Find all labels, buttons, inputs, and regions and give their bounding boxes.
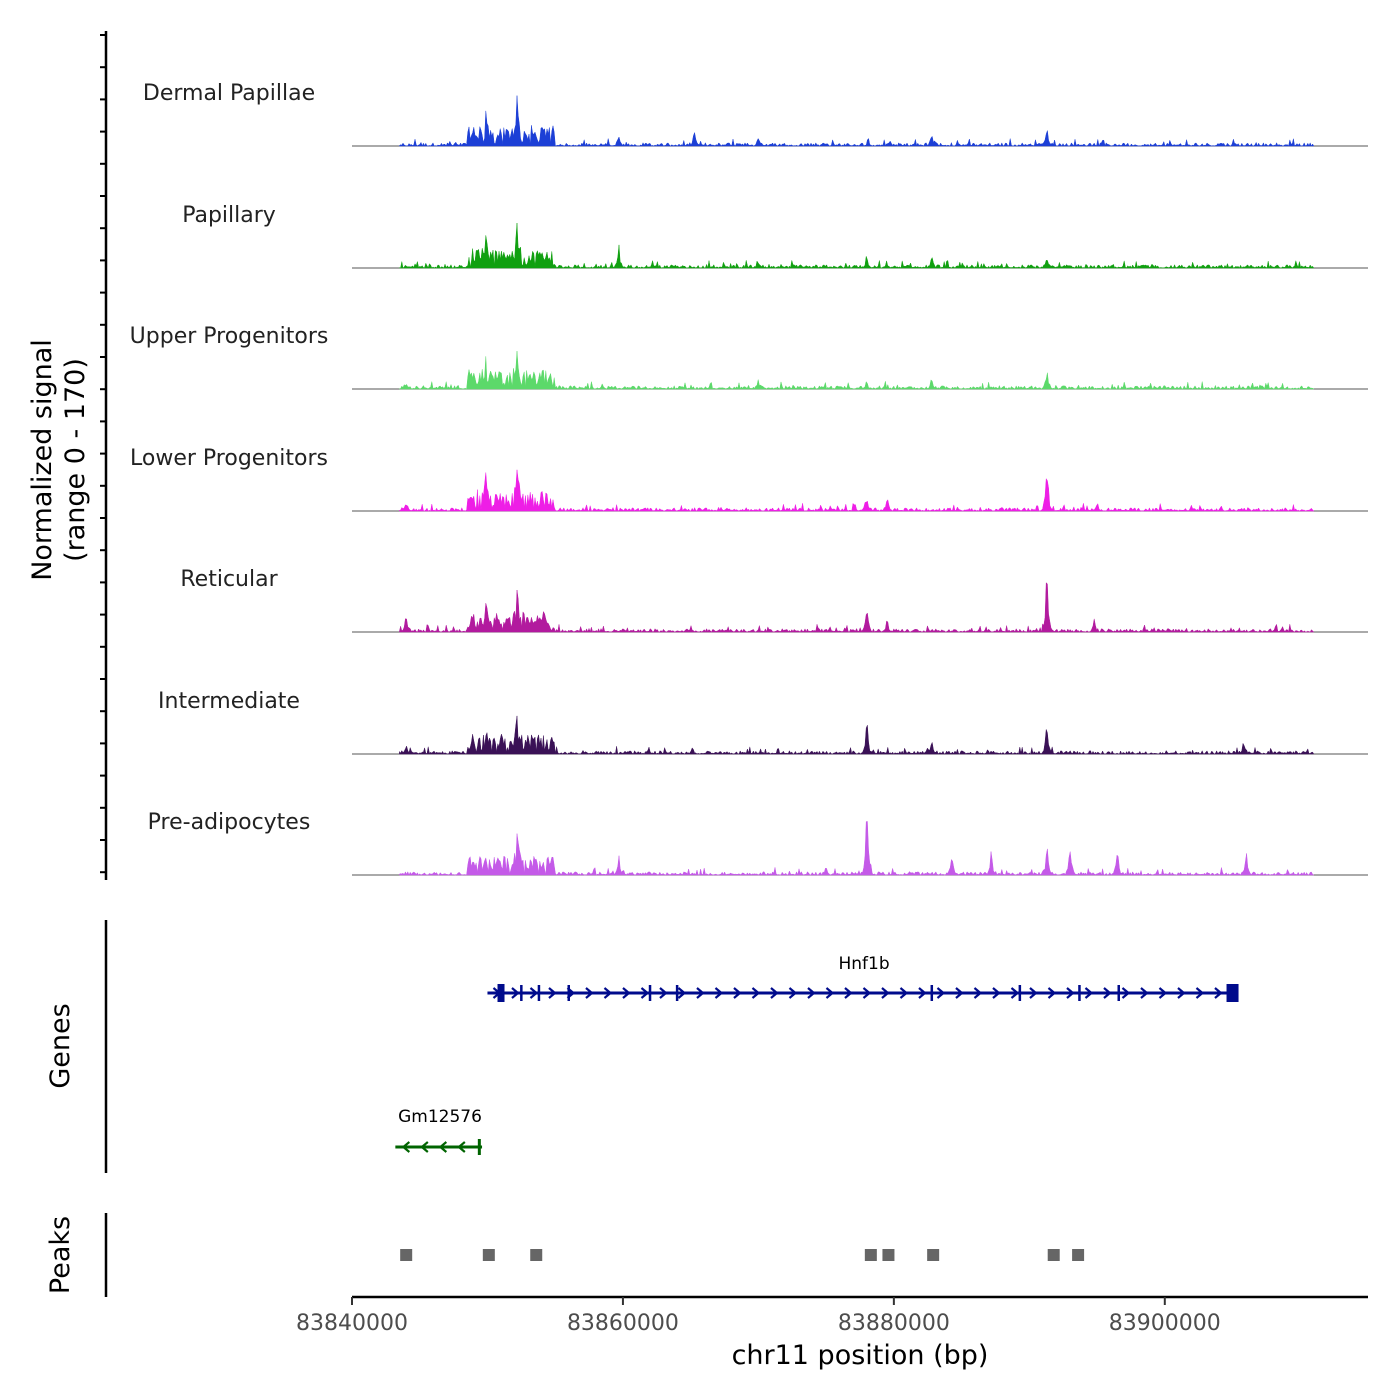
strand-arrow	[1066, 987, 1075, 999]
strand-arrow	[457, 1141, 466, 1153]
peak-mark	[400, 1249, 413, 1261]
signal-area-papillary	[399, 222, 1315, 269]
strand-arrow	[1029, 987, 1038, 999]
strand-arrow	[548, 987, 557, 999]
strand-arrow	[992, 987, 1001, 999]
strand-arrow	[603, 987, 613, 999]
genes-track-label: Genes	[45, 1003, 76, 1088]
strand-arrow	[1103, 987, 1112, 999]
exon	[930, 985, 934, 1001]
y-axis-range: (range 0 - 170)	[60, 358, 91, 562]
gene-name-label: Gm12576	[398, 1107, 482, 1127]
signal-area-intermediate	[399, 715, 1315, 755]
x-axis-title: chr11 position (bp)	[732, 1340, 989, 1371]
strand-arrow	[862, 987, 872, 999]
strand-arrow	[529, 987, 539, 999]
exon	[1226, 984, 1239, 1002]
peak-mark	[1072, 1249, 1085, 1261]
exon	[497, 984, 505, 1002]
track-label: Upper Progenitors	[130, 324, 329, 349]
gene-name-label: Hnf1b	[838, 954, 889, 974]
track-label: Intermediate	[158, 689, 300, 714]
signal-area-upper-progenitors	[399, 351, 1315, 390]
strand-arrow	[844, 987, 853, 999]
strand-arrow	[955, 987, 964, 999]
track-labels: Dermal Papillae Papillary Upper Progenitor…	[130, 81, 329, 835]
peaks-track-label: Peaks	[45, 1216, 76, 1294]
strand-arrow	[770, 987, 779, 999]
strand-arrow	[438, 1141, 448, 1153]
strand-arrow	[918, 987, 927, 999]
strand-arrow	[659, 987, 668, 999]
x-tick-label: 83900000	[1109, 1311, 1221, 1336]
strand-arrow	[1158, 987, 1168, 999]
peak-mark	[882, 1249, 895, 1261]
strand-arrow	[973, 987, 983, 999]
track-label: Papillary	[182, 203, 276, 228]
strand-arrow	[881, 987, 890, 999]
peak-mark	[927, 1249, 940, 1261]
strand-arrow	[585, 987, 594, 999]
strand-arrow	[511, 987, 520, 999]
strand-arrow	[622, 987, 631, 999]
strand-arrow	[825, 987, 835, 999]
exon	[567, 985, 570, 1001]
signal-area-lower-progenitors	[399, 469, 1315, 512]
gene-track: Hnf1b Gm12576	[395, 954, 1239, 1155]
axes-layer: 83840000 83860000 83880000 83900000	[100, 31, 1368, 1336]
strand-arrow	[1195, 987, 1205, 999]
signal-area-reticular	[399, 582, 1315, 633]
peak-mark	[530, 1249, 543, 1261]
strand-arrow	[788, 987, 798, 999]
strand-arrow	[1010, 987, 1020, 999]
track-label: Lower Progenitors	[130, 446, 328, 471]
strand-arrow	[420, 1141, 429, 1153]
x-tick-label: 83880000	[838, 1311, 950, 1336]
exon	[477, 1139, 481, 1155]
y-axis-title: Normalized signal	[27, 339, 58, 581]
peak-mark	[482, 1249, 495, 1261]
peaks-track	[400, 1249, 1085, 1261]
exon	[648, 985, 652, 1001]
strand-arrow	[936, 987, 946, 999]
exon	[1078, 985, 1081, 1001]
strand-arrow	[751, 987, 761, 999]
exon	[520, 985, 523, 1001]
strand-arrow	[677, 987, 687, 999]
peak-mark	[1047, 1249, 1060, 1261]
strand-arrow	[1121, 987, 1131, 999]
x-tick-label: 83840000	[296, 1311, 408, 1336]
exon	[537, 985, 541, 1001]
track-label: Pre-adipocytes	[148, 810, 311, 835]
exon	[1117, 985, 1120, 1001]
strand-arrow	[807, 987, 816, 999]
strand-arrow	[401, 1141, 411, 1153]
track-label: Dermal Papillae	[143, 81, 315, 106]
strand-arrow	[696, 987, 705, 999]
strand-arrow	[899, 987, 909, 999]
track-label: Reticular	[180, 567, 278, 592]
strand-arrow	[1177, 987, 1186, 999]
strand-arrow	[640, 987, 650, 999]
strand-arrow	[733, 987, 742, 999]
signal-tracks	[352, 95, 1368, 876]
strand-arrow	[714, 987, 724, 999]
peak-mark	[864, 1249, 877, 1261]
strand-arrow	[1214, 987, 1223, 999]
strand-arrow	[1140, 987, 1149, 999]
exon	[1018, 985, 1022, 1001]
strand-arrow	[1047, 987, 1057, 999]
x-tick-label: 83860000	[567, 1311, 679, 1336]
signal-area-pre-adipocytes	[399, 821, 1314, 876]
exon	[675, 985, 679, 1001]
strand-arrow	[1084, 987, 1094, 999]
signal-area-dermal-papillae	[399, 95, 1315, 147]
